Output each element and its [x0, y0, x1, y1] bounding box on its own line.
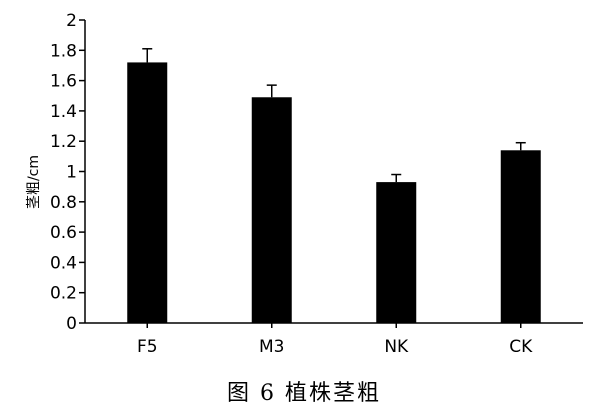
y-ticks: 0 0.2 0.4 0.6 0.8 1 1.2 1.4 1.6 1.8 2 [50, 11, 85, 334]
x-tick-label: M3 [259, 337, 284, 357]
y-axis-label: 茎粗/cm [26, 155, 42, 209]
bar [376, 182, 417, 323]
x-tick-label: CK [509, 337, 533, 357]
y-tick-label: 0 [66, 314, 77, 334]
bar [500, 150, 541, 323]
bar [127, 62, 168, 324]
y-tick-label: 1.6 [50, 72, 77, 92]
y-tick-label: 0.4 [50, 253, 77, 273]
y-tick-label: 0.2 [50, 284, 77, 304]
x-tick-label: F5 [137, 337, 158, 357]
y-tick-label: 0.6 [50, 223, 77, 243]
x-tick-labels: F5 M3 NK CK [137, 323, 533, 357]
y-tick-label: 2 [66, 11, 77, 31]
bars [127, 48, 541, 324]
y-tick-label: 0.8 [50, 193, 77, 213]
y-tick-label: 1.4 [50, 102, 77, 122]
y-tick-label: 1.2 [50, 132, 77, 152]
figure-caption: 图 6 植株茎粗 [227, 381, 381, 406]
y-tick-label: 1.8 [50, 41, 77, 61]
bar [251, 97, 292, 323]
y-tick-label: 1 [66, 163, 77, 183]
x-tick-label: NK [384, 337, 409, 357]
